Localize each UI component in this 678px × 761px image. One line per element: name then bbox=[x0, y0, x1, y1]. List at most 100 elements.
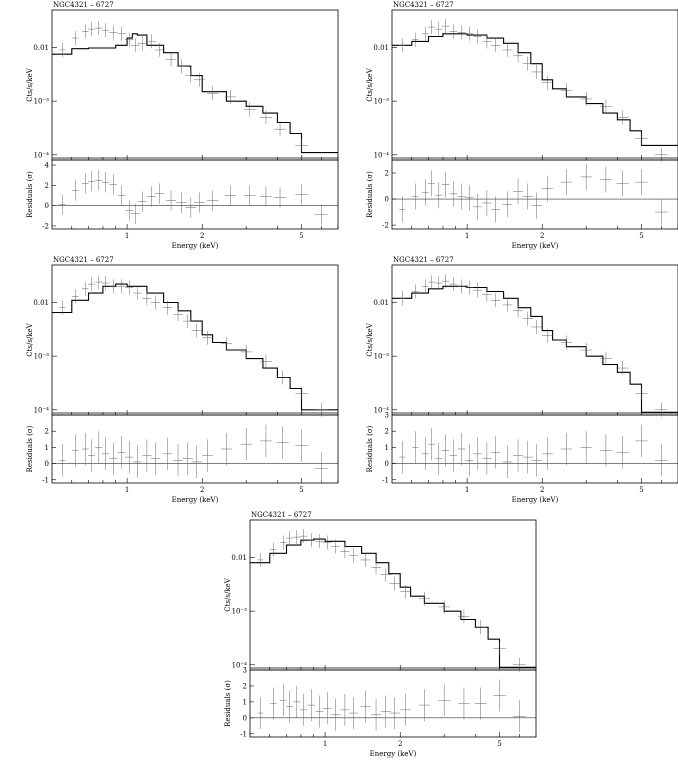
residual-point bbox=[95, 170, 103, 191]
residual-point bbox=[441, 171, 450, 198]
y-tick-label: 0.01 bbox=[373, 299, 389, 307]
data-point bbox=[243, 102, 256, 117]
chart-panel-3: NGC4321 – 6727 1 2 5 Energy (keV) 0.01 10⁻³ 10⁻… bbox=[26, 256, 339, 504]
residual-frame bbox=[391, 159, 678, 230]
spectrum-frame bbox=[249, 519, 537, 671]
residual-point bbox=[59, 444, 66, 477]
residual-point bbox=[457, 183, 466, 210]
data-point bbox=[380, 567, 391, 582]
data-point bbox=[224, 89, 237, 104]
data-point bbox=[293, 530, 301, 545]
y-axis-label-spectrum: Cts/s/keV bbox=[366, 67, 374, 101]
residual-point bbox=[88, 171, 95, 192]
data-point bbox=[240, 344, 252, 359]
residual-point bbox=[473, 437, 482, 471]
chart-panel-1: NGC4321 – 6727 1 2 5 Energy (keV) 0.01 10⁻³ 10⁻… bbox=[26, 1, 339, 250]
residual-point bbox=[560, 169, 572, 196]
data-point bbox=[493, 641, 506, 656]
data-point bbox=[389, 576, 400, 591]
data-point bbox=[260, 354, 272, 369]
data-point bbox=[257, 552, 264, 567]
residual-point bbox=[654, 444, 668, 477]
residual-point bbox=[502, 191, 513, 218]
residual-point bbox=[399, 440, 406, 474]
residual-point bbox=[600, 166, 612, 193]
data-point bbox=[185, 68, 197, 83]
data-point bbox=[173, 307, 184, 322]
data-point bbox=[458, 609, 470, 624]
residual-point bbox=[399, 196, 406, 223]
x-tick-label: 5 bbox=[639, 486, 643, 494]
data-point bbox=[315, 534, 324, 549]
data-point bbox=[542, 75, 553, 90]
residual-point bbox=[72, 180, 79, 201]
data-point bbox=[473, 29, 482, 44]
data-point bbox=[654, 147, 668, 162]
y-tick-label: 10⁻⁴ bbox=[374, 406, 390, 414]
chart-title: NGC4321 – 6727 bbox=[251, 511, 312, 519]
residual-point bbox=[428, 170, 435, 197]
y-axis-label-spectrum: Cts/s/keV bbox=[26, 322, 34, 356]
data-point bbox=[435, 22, 443, 37]
y-tick-label-residual: 0 bbox=[243, 714, 247, 722]
data-point bbox=[418, 591, 430, 606]
data-point bbox=[162, 300, 173, 315]
data-point bbox=[109, 279, 118, 294]
x-axis-label: Energy (keV) bbox=[512, 242, 559, 250]
data-point bbox=[457, 279, 466, 294]
data-point bbox=[142, 291, 152, 306]
y-tick-label-residual: 3 bbox=[243, 667, 247, 675]
residual-point bbox=[307, 689, 316, 722]
data-point bbox=[412, 284, 419, 299]
residual-point bbox=[513, 439, 524, 472]
data-point bbox=[616, 361, 629, 376]
data-point bbox=[59, 42, 66, 57]
spectrum-frame bbox=[51, 264, 339, 416]
residual-point bbox=[502, 445, 513, 479]
residual-point bbox=[512, 700, 526, 733]
residual-point bbox=[531, 192, 542, 219]
data-point bbox=[307, 533, 316, 548]
residual-point bbox=[560, 432, 572, 466]
model-step-curve bbox=[52, 33, 338, 154]
data-point bbox=[331, 539, 340, 554]
residual-point bbox=[286, 690, 293, 723]
data-point bbox=[276, 370, 289, 385]
residual-point bbox=[522, 183, 533, 210]
residual-point bbox=[371, 698, 382, 731]
y-axis-label-spectrum: Cts/s/keV bbox=[366, 322, 374, 356]
x-tick-label: 2 bbox=[398, 740, 402, 748]
data-point bbox=[600, 99, 612, 114]
residual-point bbox=[314, 452, 328, 483]
data-point bbox=[428, 275, 435, 290]
data-point bbox=[59, 300, 66, 315]
data-point bbox=[428, 20, 435, 35]
residual-point bbox=[154, 183, 165, 204]
residual-point bbox=[449, 180, 458, 207]
data-point bbox=[465, 280, 474, 295]
data-point bbox=[166, 52, 177, 67]
residual-point bbox=[360, 690, 371, 723]
residual-point bbox=[109, 174, 118, 195]
data-point bbox=[616, 110, 629, 125]
residual-point bbox=[176, 192, 187, 213]
residual-point bbox=[616, 170, 629, 197]
y-tick-label: 10⁻³ bbox=[34, 98, 50, 106]
residual-point bbox=[88, 439, 95, 472]
data-point bbox=[513, 303, 524, 318]
x-tick-label: 2 bbox=[540, 486, 544, 494]
data-point bbox=[438, 599, 450, 614]
data-point bbox=[280, 535, 287, 550]
data-point bbox=[482, 34, 492, 49]
data-point bbox=[399, 291, 406, 306]
data-point bbox=[286, 531, 293, 546]
residual-point bbox=[490, 196, 501, 223]
x-axis-label: Energy (keV) bbox=[512, 496, 559, 504]
y-axis-label-residual: Residuals (σ) bbox=[366, 171, 374, 218]
data-point bbox=[207, 86, 219, 101]
y-tick-label: 0.01 bbox=[33, 44, 49, 52]
chart-title: NGC4321 – 6727 bbox=[393, 256, 454, 264]
residual-point bbox=[142, 439, 152, 472]
residual-point bbox=[101, 172, 110, 193]
residual-point bbox=[166, 190, 177, 211]
